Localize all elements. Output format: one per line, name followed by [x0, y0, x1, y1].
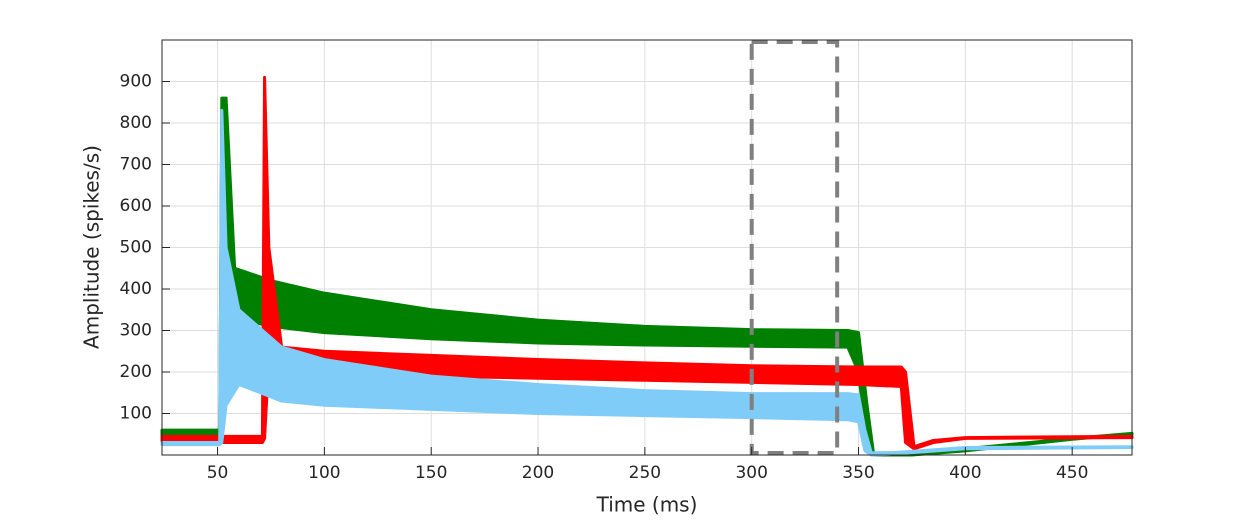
x-tick-label: 200 — [522, 463, 554, 483]
x-tick-label: 350 — [842, 463, 874, 483]
y-tick-label: 700 — [120, 155, 152, 175]
y-tick-label: 900 — [120, 72, 152, 92]
y-tick-label: 600 — [120, 196, 152, 216]
y-tick-label: 500 — [120, 238, 152, 258]
x-tick-label: 450 — [1056, 463, 1088, 483]
x-axis-title: Time (ms) — [596, 493, 698, 517]
y-tick-label: 300 — [120, 321, 152, 341]
highlight-box — [749, 40, 840, 455]
y-tick-label: 400 — [120, 279, 152, 299]
y-tick-label: 800 — [120, 113, 152, 133]
x-tick-label: 50 — [207, 463, 229, 483]
x-tick-label: 100 — [308, 463, 340, 483]
x-tick-label: 150 — [415, 463, 447, 483]
x-tick-label: 400 — [949, 463, 981, 483]
y-tick-label: 200 — [120, 362, 152, 382]
y-axis-title: Amplitude (spikes/s) — [80, 145, 104, 349]
x-tick-label: 250 — [629, 463, 661, 483]
y-tick-label: 100 — [120, 404, 152, 424]
x-tick-label: 300 — [735, 463, 767, 483]
tick-labels: 50 100 150 200 250 300 350 400 450 100 200 300 400 50… — [120, 72, 1089, 484]
